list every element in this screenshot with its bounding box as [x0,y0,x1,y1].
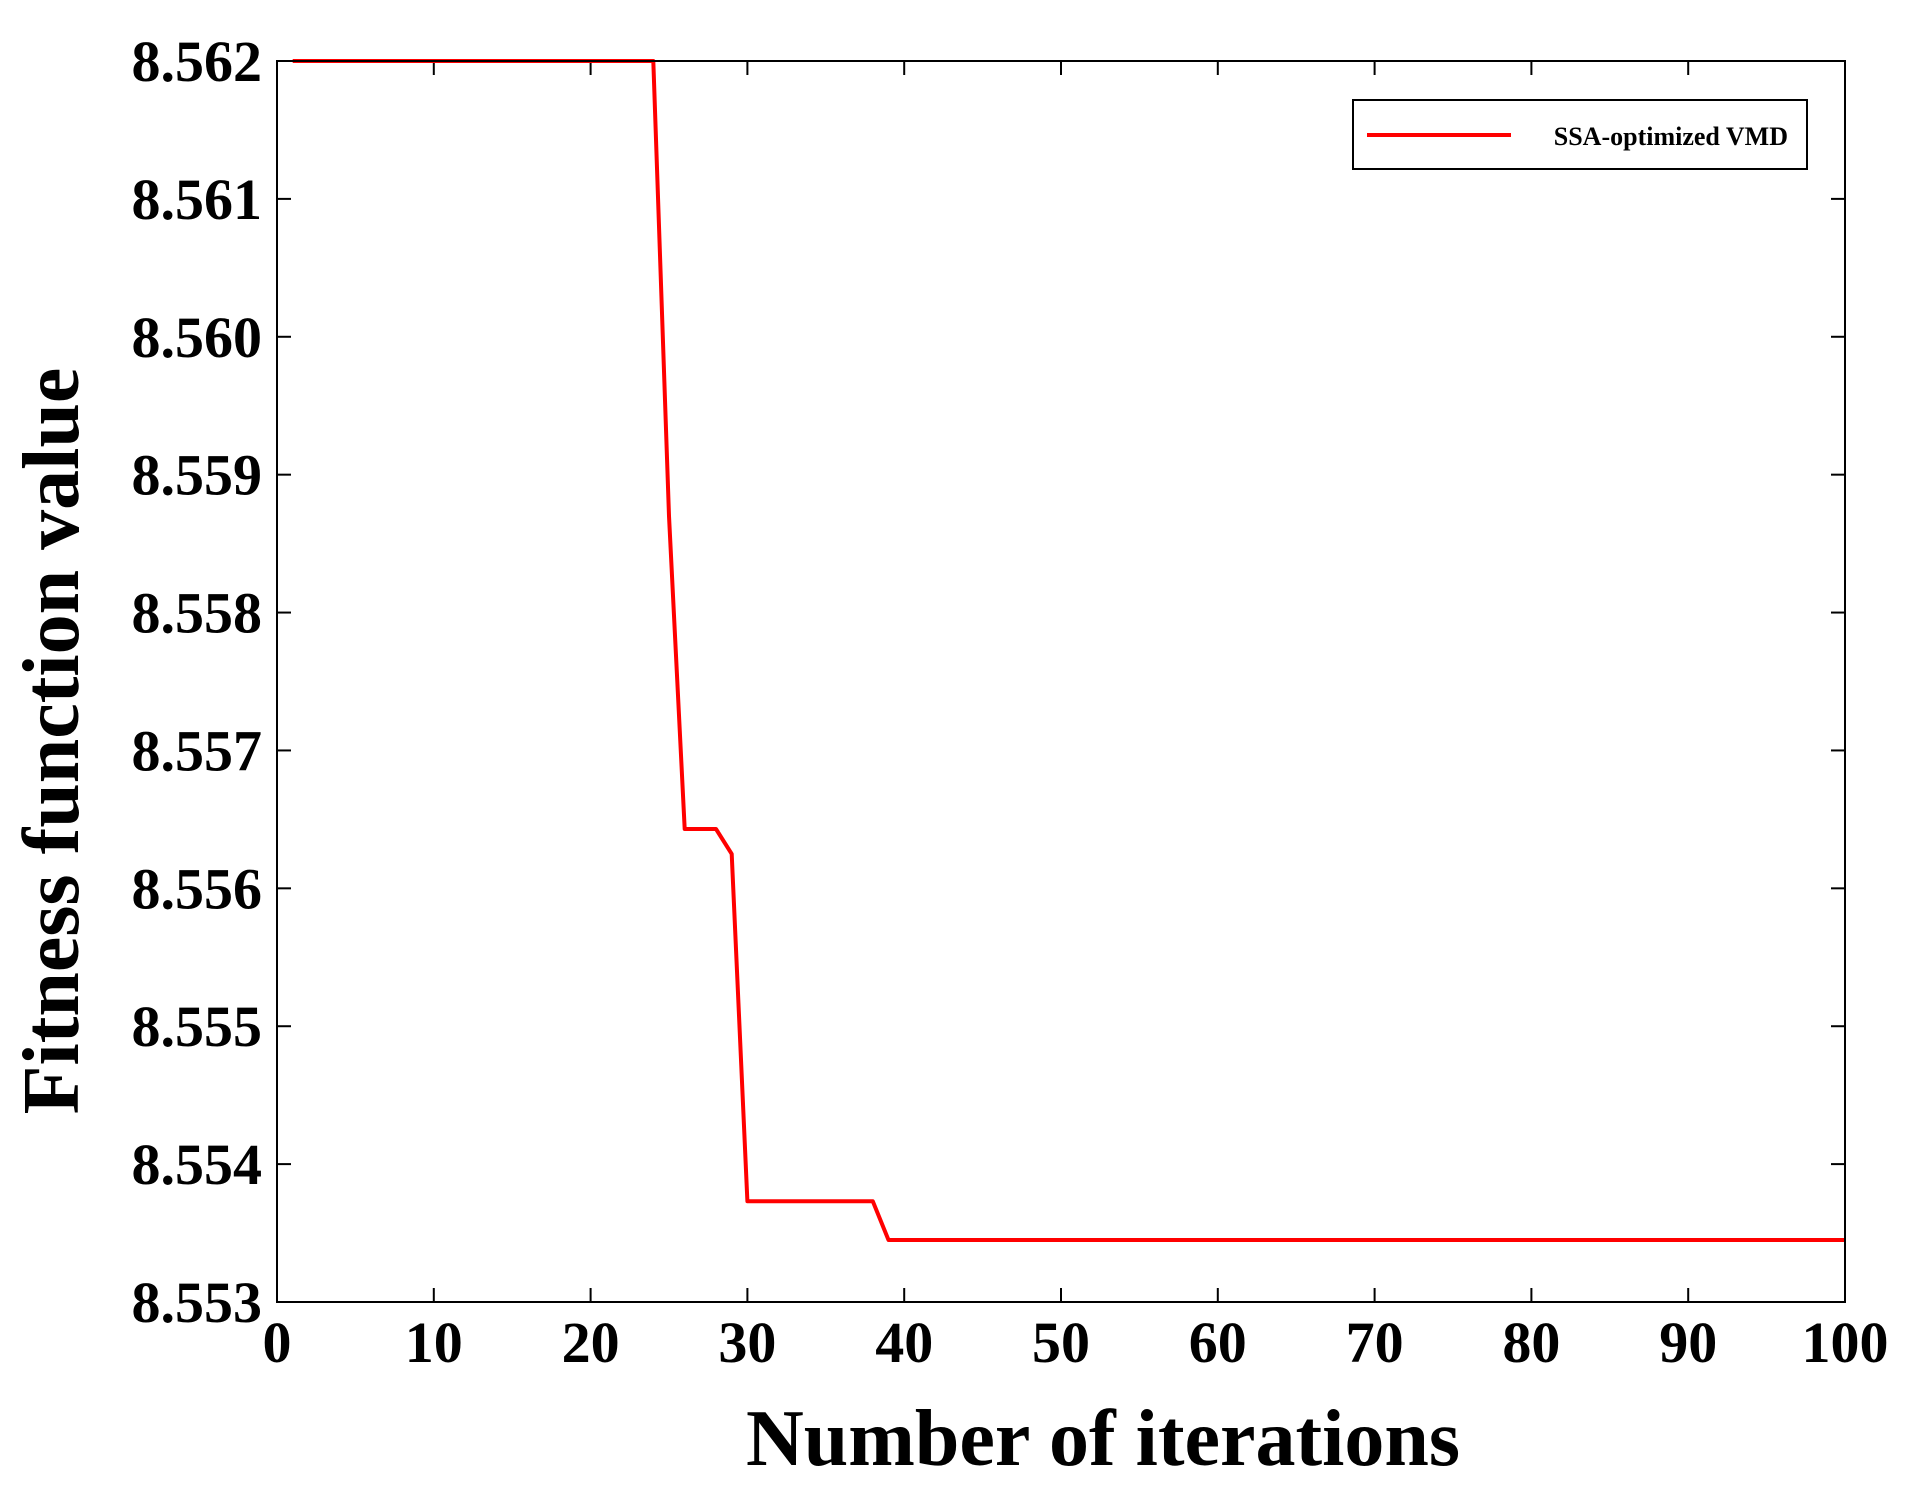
y-tick-label: 8.561 [132,167,263,232]
legend: SSA-optimized VMD [1352,99,1808,170]
plot-frame [276,60,1846,1303]
x-axis-title: Number of iterations [746,1395,1460,1483]
y-tick-label: 8.556 [132,856,263,921]
y-tick-label: 8.557 [132,718,263,783]
plot-background [277,61,1845,1302]
x-tick-label: 70 [1346,1310,1404,1375]
x-tick-label: 90 [1659,1310,1717,1375]
series-layer [292,59,1845,1242]
y-tick-labels: 8.553 8.554 8.555 8.556 8.557 8.558 8.559 8.560… [132,29,263,1335]
y-tick-label: 8.553 [132,1270,263,1335]
y-tick-label: 8.560 [132,305,263,370]
x-tick-label: 30 [718,1310,776,1375]
y-tick-label: 8.562 [132,29,263,94]
legend-label: SSA-optimized VMD [1554,122,1788,151]
y-tick-label: 8.559 [132,443,263,508]
series-line [292,59,1845,1242]
y-axis-title: Fitness function value [8,368,96,1115]
x-tick-label: 60 [1189,1310,1247,1375]
y-tick-label: 8.555 [132,994,263,1059]
x-tick-label: 40 [875,1310,933,1375]
x-tick-label: 0 [263,1310,292,1375]
x-tick-label: 100 [1802,1310,1889,1375]
x-tick-labels: 0 10 20 30 40 50 60 70 80 90 100 [263,1310,1889,1375]
x-tick-label: 80 [1502,1310,1560,1375]
x-tick-label: 10 [405,1310,463,1375]
x-tick-label: 50 [1032,1310,1090,1375]
x-tick-label: 20 [562,1310,620,1375]
y-tick-label: 8.554 [132,1132,263,1197]
y-tick-label: 8.558 [132,581,263,646]
